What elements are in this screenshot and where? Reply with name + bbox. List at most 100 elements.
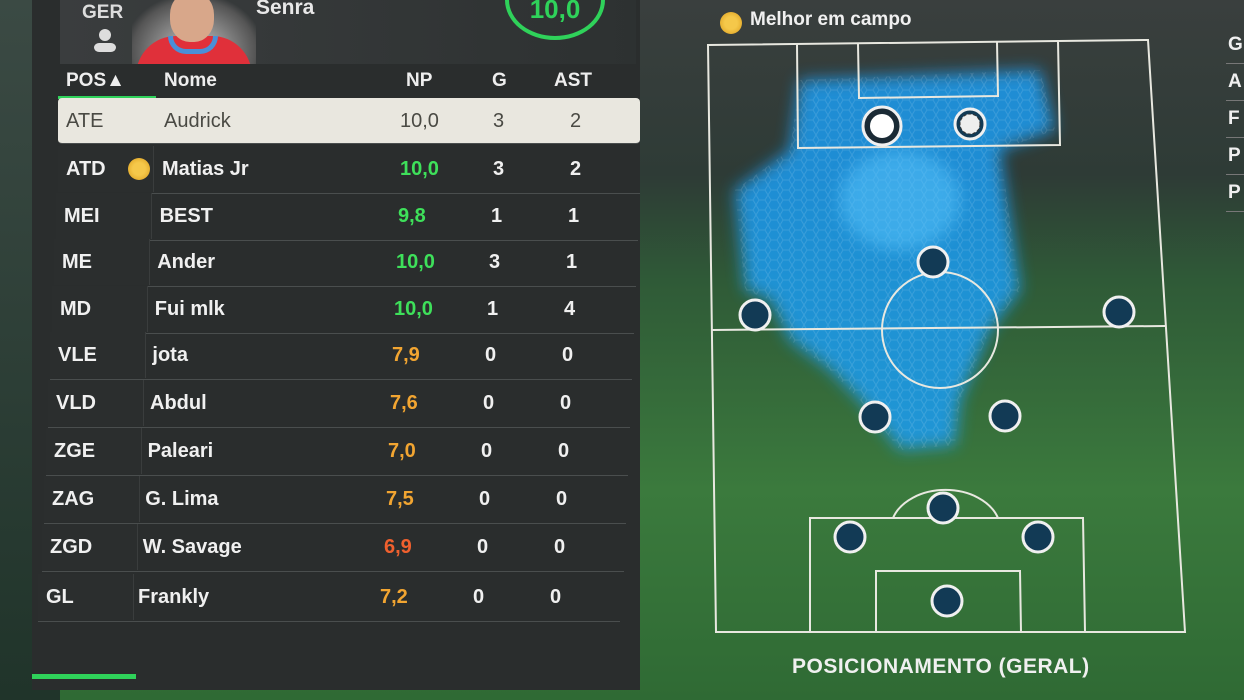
rating: 7,5 <box>386 488 414 510</box>
goals: 0 <box>483 392 495 414</box>
goals: 3 <box>493 158 505 180</box>
player-marker[interactable] <box>833 520 867 554</box>
col-name[interactable]: Nome <box>164 70 217 91</box>
position: ME <box>62 251 92 273</box>
partial-label: G <box>1228 34 1243 55</box>
col-g[interactable]: G <box>492 70 507 91</box>
assists: 2 <box>570 110 582 132</box>
sort-indicator <box>58 96 156 99</box>
rating: 10,0 <box>400 110 439 132</box>
rating: 9,8 <box>398 205 426 227</box>
goals: 1 <box>487 298 499 320</box>
pos-cell <box>54 239 150 285</box>
player-name: Paleari <box>147 440 214 462</box>
table-row[interactable]: ZAG G. Lima 7,5 0 0 <box>44 476 626 524</box>
table-row[interactable]: GL Frankly 7,2 0 0 <box>38 574 620 622</box>
assists: 0 <box>550 586 562 608</box>
divider <box>1226 100 1244 101</box>
player-name: jota <box>152 344 188 366</box>
col-np[interactable]: NP <box>406 70 433 91</box>
table-row[interactable]: MD Fui mlk 10,0 1 4 <box>52 286 634 334</box>
partial-label: P <box>1228 145 1241 166</box>
pos-cell <box>56 193 152 239</box>
assists: 2 <box>570 158 582 180</box>
table-row[interactable]: MEI BEST 9,8 1 1 <box>56 193 638 241</box>
pos-cell <box>44 476 140 522</box>
rating: 6,9 <box>384 536 412 558</box>
positioning-title: POSICIONAMENTO (GERAL) <box>792 655 1090 678</box>
player-name: G. Lima <box>145 488 219 510</box>
player-name: Matias Jr <box>162 158 249 180</box>
assists: 4 <box>564 298 576 320</box>
position: ZGD <box>50 536 93 558</box>
position: GL <box>46 586 74 608</box>
assists: 0 <box>554 536 566 558</box>
col-pos[interactable]: POS▲ <box>66 70 125 91</box>
player-marker[interactable] <box>858 400 892 434</box>
assists: 0 <box>558 440 570 462</box>
goals: 0 <box>473 586 485 608</box>
player-marker[interactable] <box>738 298 772 332</box>
table-row[interactable]: ATD Matias Jr 10,0 3 2 <box>58 146 640 194</box>
player-marker[interactable] <box>930 584 964 618</box>
assists: 0 <box>560 392 572 414</box>
assists: 1 <box>566 251 578 273</box>
player-marker[interactable] <box>1021 520 1055 554</box>
divider <box>1226 211 1244 212</box>
ball-icon <box>959 113 981 135</box>
scroll-indicator <box>32 674 136 679</box>
table-row[interactable]: ZGE Paleari 7,0 0 0 <box>46 428 628 476</box>
divider <box>1226 137 1244 138</box>
goals: 3 <box>489 251 501 273</box>
rating: 7,0 <box>388 440 416 462</box>
player-name: Fui mlk <box>154 298 225 320</box>
partial-label: P <box>1228 182 1241 203</box>
player-marker[interactable] <box>916 245 950 279</box>
pos-cell <box>46 428 142 474</box>
assists: 0 <box>562 344 574 366</box>
pos-cell <box>42 524 138 570</box>
position: MEI <box>64 205 100 227</box>
position: VLE <box>58 344 97 366</box>
table-row[interactable]: VLE jota 7,9 0 0 <box>50 332 632 380</box>
divider <box>1226 63 1244 64</box>
table-row[interactable]: ATE Audrick 10,0 3 2 <box>58 98 640 144</box>
table-row[interactable]: ZGD W. Savage 6,9 0 0 <box>42 524 624 572</box>
rating: 10,0 <box>394 298 433 320</box>
selected-player-dot <box>870 114 894 138</box>
heatmap <box>735 70 1055 450</box>
best-player-ball-icon <box>128 158 150 180</box>
player-marker[interactable] <box>926 491 960 525</box>
position: ATD <box>66 158 106 180</box>
player-name: Senra <box>256 0 315 19</box>
divider <box>1226 174 1244 175</box>
player-markers <box>738 105 1136 618</box>
assists: 0 <box>556 488 568 510</box>
table-row[interactable]: VLD Abdul 7,6 0 0 <box>48 380 630 428</box>
team-code: GER <box>82 2 124 23</box>
person-icon <box>94 29 116 52</box>
player-name: Ander <box>157 251 215 273</box>
partial-label: A <box>1228 71 1242 92</box>
goals: 0 <box>479 488 491 510</box>
goals: 0 <box>485 344 497 366</box>
player-portrait <box>132 0 256 64</box>
player-marker[interactable] <box>1102 295 1136 329</box>
best-player-legend: Melhor em campo <box>750 9 912 30</box>
table-row[interactable]: ME Ander 10,0 3 1 <box>54 239 636 287</box>
position: ZGE <box>54 440 96 462</box>
position: ZAG <box>52 488 95 510</box>
player-name: Audrick <box>164 110 231 132</box>
rating: 10,0 <box>400 158 439 180</box>
col-ast[interactable]: AST <box>554 70 592 91</box>
player-name: Abdul <box>150 392 207 414</box>
pos-cell <box>48 380 144 426</box>
assists: 1 <box>568 205 580 227</box>
player-marker[interactable] <box>988 399 1022 433</box>
partial-label: F <box>1228 108 1240 129</box>
rating: 7,2 <box>380 586 408 608</box>
goals: 3 <box>493 110 505 132</box>
rating: 7,9 <box>392 344 420 366</box>
pos-cell <box>52 286 148 332</box>
